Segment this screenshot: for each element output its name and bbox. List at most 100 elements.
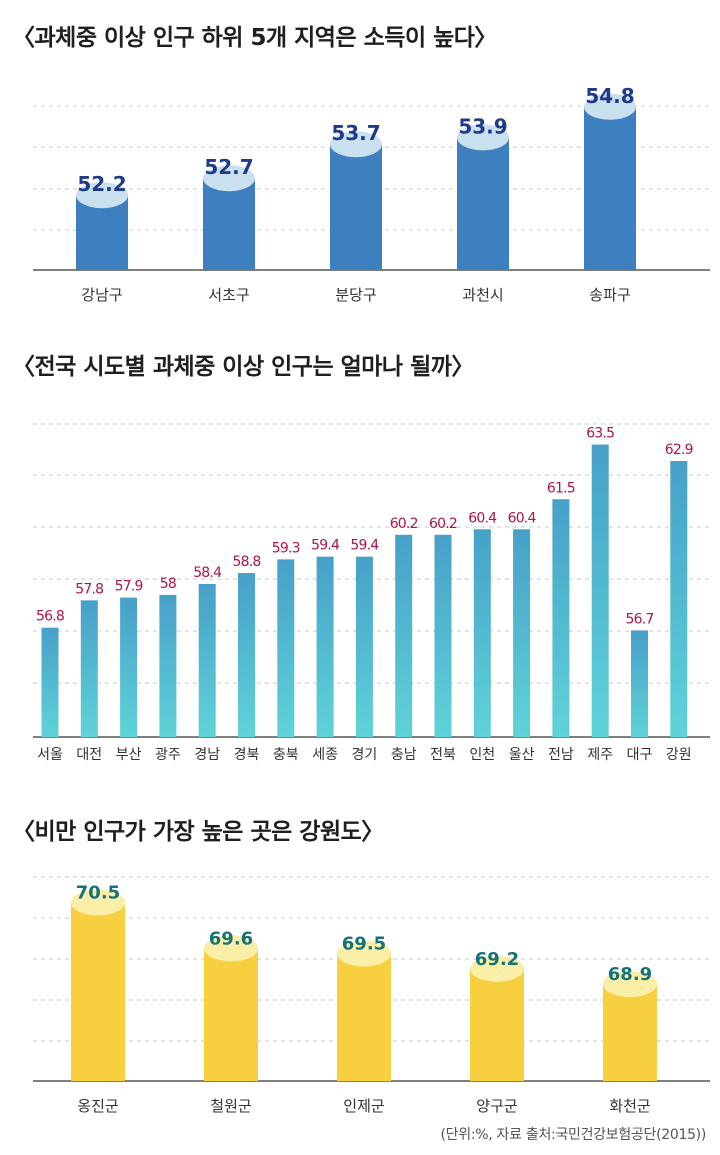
bar-group: 62.9 강원 (665, 442, 694, 763)
bar (203, 178, 255, 270)
bar-cap (204, 935, 258, 962)
category-label: 강원 (666, 747, 692, 763)
data-label: 69.2 (475, 949, 519, 970)
category-label: 강남구 (81, 286, 122, 304)
category-label: 과천시 (462, 286, 503, 304)
bar-group: 53.9 과천시 (457, 114, 509, 304)
bar-group: 57.8 대전 (75, 581, 104, 763)
data-label: 57.8 (75, 581, 103, 597)
data-label: 61.5 (547, 480, 575, 496)
bar-group: 70.5 옹진군 (71, 883, 125, 1115)
bar (552, 499, 570, 737)
bar (513, 529, 531, 737)
bar-group: 69.2 양구군 (470, 949, 524, 1115)
bar (584, 106, 636, 270)
bar (395, 534, 413, 737)
data-label: 70.5 (76, 883, 120, 904)
category-label: 송파구 (589, 286, 630, 304)
data-label: 59.4 (350, 538, 379, 554)
category-label: 세종 (312, 747, 338, 763)
data-label: 68.9 (608, 964, 652, 985)
data-label: 62.9 (665, 442, 693, 458)
category-label: 경북 (234, 747, 260, 763)
bar (670, 460, 688, 737)
data-label: 57.9 (115, 579, 143, 595)
bar-cap (584, 93, 636, 120)
category-label: 양구군 (476, 1097, 518, 1115)
bar-cap (203, 165, 255, 192)
bar (80, 600, 98, 737)
data-label: 54.8 (585, 84, 634, 108)
bar (316, 556, 334, 737)
bar-group: 69.6 철원군 (204, 928, 258, 1115)
bar-group: 52.7 서초구 (203, 155, 255, 304)
bar-group: 59.4 경기 (350, 538, 380, 763)
bar (120, 597, 138, 737)
bar-group: 61.5 전남 (547, 480, 576, 763)
bar-group: 56.8 서울 (36, 609, 65, 763)
bar (330, 144, 382, 270)
bar-cap (470, 955, 524, 982)
bar (631, 630, 648, 737)
data-label: 60.2 (390, 516, 418, 532)
bar-cap (457, 124, 509, 151)
bar-cap (603, 971, 657, 998)
bar (337, 953, 391, 1081)
chart3-obesity-gangwon: 70.5 옹진군 69.6 철원군 69.5 인제군 69.2 양구군 68.9 화천군 (33, 876, 710, 1115)
data-label: 60.4 (468, 510, 497, 526)
data-label: 56.7 (626, 611, 654, 627)
category-label: 화천군 (609, 1097, 651, 1115)
data-label: 63.5 (586, 426, 614, 442)
category-label: 충남 (391, 747, 417, 763)
category-label: 경남 (194, 747, 220, 763)
bar (41, 627, 59, 737)
bar-group: 60.4 울산 (508, 510, 538, 763)
bar (603, 984, 657, 1081)
bar-cap (71, 889, 125, 916)
bar-group: 53.7 분당구 (330, 121, 382, 304)
bar-cap (337, 940, 391, 967)
bar-group: 63.5 제주 (586, 426, 615, 763)
data-label: 58.8 (233, 554, 261, 570)
category-label: 대구 (627, 747, 653, 763)
category-label: 광주 (155, 747, 181, 763)
category-label: 전남 (548, 747, 574, 763)
data-label: 53.9 (458, 114, 507, 138)
data-label: 60.2 (429, 516, 457, 532)
bar-group: 69.5 인제군 (337, 934, 391, 1115)
category-label: 경기 (352, 747, 378, 763)
bar (198, 583, 216, 737)
category-label: 부산 (116, 747, 142, 763)
bar-group: 59.3 충북 (272, 540, 301, 763)
bar (591, 444, 609, 737)
bar-group: 58.4 경남 (193, 565, 223, 763)
chart1-title: 〈과체중 이상 인구 하위 5개 지역은 소득이 높다〉 (12, 25, 497, 51)
data-label: 60.4 (508, 510, 537, 526)
bar (434, 534, 452, 737)
category-label: 서울 (37, 747, 63, 763)
chart2-regional-overweight: 56.8 서울 57.8 대전 57.9 부산 58 광주 58.4 경남 58.8 경북 59.3 충북… (33, 423, 710, 763)
data-label: 59.4 (311, 538, 340, 554)
data-label: 52.2 (77, 172, 126, 196)
bar-group: 57.9 부산 (115, 579, 144, 763)
category-label: 인천 (469, 747, 495, 763)
category-label: 인제군 (343, 1097, 385, 1115)
data-label: 56.8 (36, 609, 64, 625)
bar (470, 968, 524, 1081)
bar-group: 58.8 경북 (233, 554, 262, 763)
data-label: 53.7 (331, 121, 380, 145)
bar (277, 559, 295, 737)
bar-group: 60.4 인천 (468, 510, 498, 763)
category-label: 대전 (76, 747, 102, 763)
bar-cap (76, 182, 128, 209)
bar-group: 52.2 강남구 (76, 172, 128, 304)
bar (71, 902, 125, 1081)
data-label: 52.7 (204, 155, 253, 179)
bar-cap (330, 131, 382, 158)
chart3-title: 〈비만 인구가 가장 높은 곳은 강원도〉 (12, 819, 384, 845)
bar-group: 54.8 송파구 (584, 84, 636, 304)
bar (457, 137, 509, 270)
data-label: 58 (160, 576, 176, 592)
bar-group: 56.7 대구 (626, 611, 655, 763)
bar-group: 58 광주 (155, 576, 181, 763)
